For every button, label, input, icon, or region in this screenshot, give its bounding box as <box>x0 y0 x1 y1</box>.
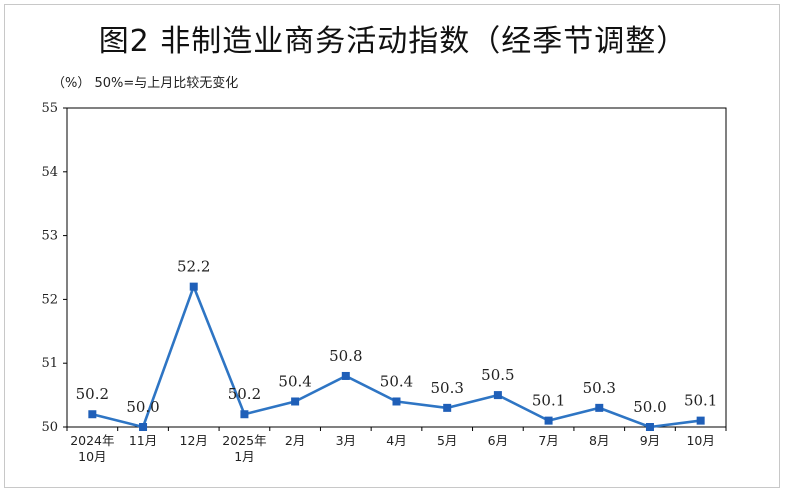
data-point <box>696 416 705 425</box>
x-tick-label: 5月 <box>437 433 457 448</box>
unit-note: （%） 50%=与上月比较无变化 <box>52 76 239 91</box>
data-point <box>189 282 198 291</box>
data-point <box>139 423 148 431</box>
x-tick-label: 8月 <box>589 433 609 448</box>
x-tick-label: 12月 <box>180 433 208 448</box>
data-label: 50.4 <box>380 372 413 390</box>
data-label: 50.2 <box>76 385 109 403</box>
x-tick-label: 1月 <box>234 449 254 464</box>
data-point <box>392 397 401 406</box>
data-point <box>341 371 350 380</box>
data-label: 50.0 <box>126 398 159 416</box>
x-tick-label: 6月 <box>488 433 508 448</box>
data-label: 50.1 <box>684 392 717 410</box>
y-tick-label: 53 <box>41 229 58 244</box>
chart-title: 图2 非制造业商务活动指数（经季节调整） <box>98 24 688 59</box>
y-tick-label: 50 <box>41 420 58 435</box>
data-point <box>645 423 654 431</box>
data-point <box>544 416 553 425</box>
x-tick-label: 10月 <box>78 449 106 464</box>
data-label: 50.3 <box>583 379 616 397</box>
x-tick-label: 3月 <box>336 433 356 448</box>
data-label: 50.4 <box>278 372 311 390</box>
y-tick-label: 54 <box>41 165 58 180</box>
data-label: 50.3 <box>430 379 463 397</box>
data-point <box>88 410 97 419</box>
data-point <box>493 391 502 400</box>
x-tick-label: 9月 <box>640 433 660 448</box>
x-tick-label: 2月 <box>285 433 305 448</box>
data-point <box>240 410 249 419</box>
x-tick-label: 7月 <box>538 433 558 448</box>
series-line <box>91 285 701 429</box>
x-tick-label: 2025年 <box>222 433 266 448</box>
data-label: 52.2 <box>177 258 210 276</box>
x-tick-label: 10月 <box>686 433 714 448</box>
data-label: 50.0 <box>633 398 666 416</box>
data-label: 50.2 <box>228 385 261 403</box>
y-tick-label: 51 <box>41 356 58 371</box>
x-tick-label: 4月 <box>386 433 406 448</box>
data-point <box>291 397 300 406</box>
y-tick-label: 55 <box>41 101 58 116</box>
data-point <box>595 403 604 412</box>
data-point <box>443 403 452 412</box>
chart-frame <box>4 4 780 488</box>
data-label: 50.5 <box>481 366 514 384</box>
data-label: 50.1 <box>532 392 565 410</box>
data-label: 50.8 <box>329 347 362 365</box>
y-tick-label: 52 <box>41 292 58 307</box>
x-tick-label: 2024年 <box>70 433 114 448</box>
plot-area <box>66 107 727 428</box>
x-tick-label: 11月 <box>129 433 157 448</box>
